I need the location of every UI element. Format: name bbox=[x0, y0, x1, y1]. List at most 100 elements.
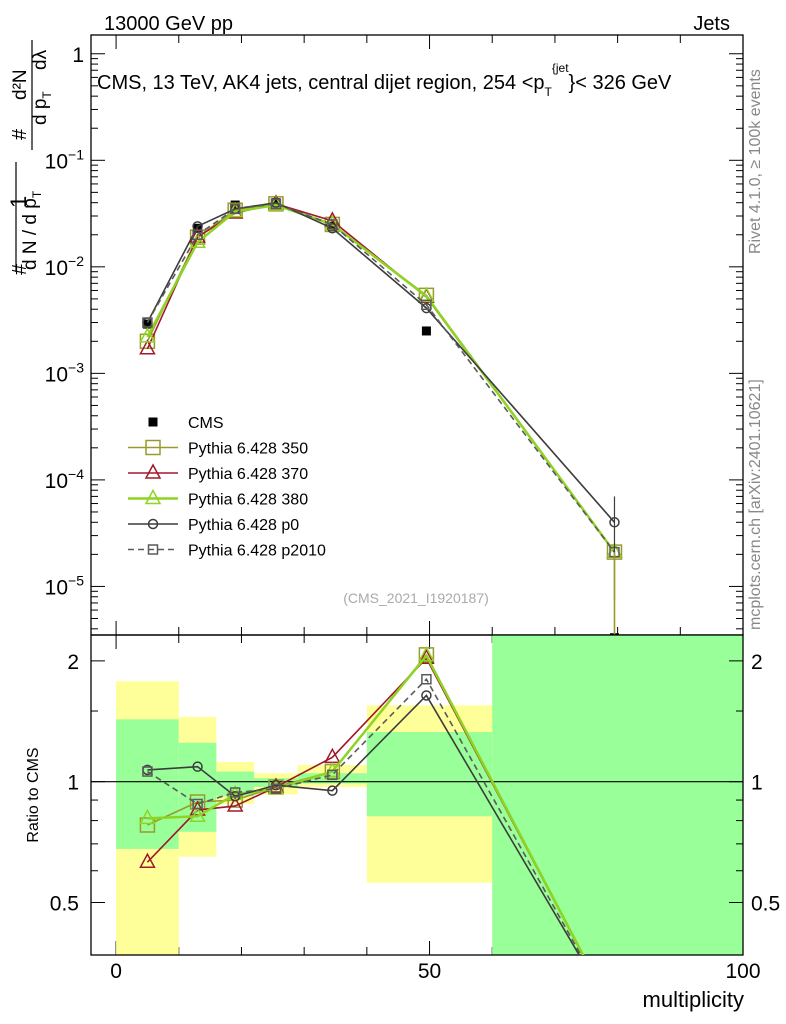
legend-label: Pythia 6.428 350 bbox=[188, 441, 308, 458]
ratio-point-3 bbox=[327, 785, 338, 796]
y-tick-base: 10 bbox=[45, 363, 68, 386]
main-plot: 110−110−210−310−410−5 bbox=[45, 34, 744, 955]
legend-marker bbox=[145, 439, 161, 456]
ratio-point-1 bbox=[139, 852, 156, 868]
svg-text:d pT: d pT bbox=[30, 91, 54, 125]
data-point-0 bbox=[421, 326, 431, 336]
ratio-point-1 bbox=[226, 796, 244, 812]
y-tick-label: 10−2 bbox=[45, 253, 85, 280]
ratio-y-tick-label-right: 0.5 bbox=[751, 893, 780, 916]
y-tick-base: 10 bbox=[45, 470, 68, 493]
ylabel-hash: # bbox=[9, 263, 31, 275]
header-right: Jets bbox=[693, 13, 730, 35]
ratio-point-1 bbox=[418, 648, 435, 665]
y-tick-base: 10 bbox=[45, 150, 68, 173]
band-green bbox=[116, 719, 179, 849]
ylabel-one: 1 bbox=[6, 196, 31, 208]
ylabel-dpt-sub: T bbox=[40, 91, 54, 99]
band-green bbox=[178, 742, 217, 832]
mcplots-label: mcplots.cern.ch [arXiv:2401.10621] bbox=[747, 379, 764, 630]
svg-text:1: 1 bbox=[6, 196, 31, 208]
ratio-point-2 bbox=[418, 646, 435, 662]
ratio-point-2 bbox=[189, 806, 206, 823]
data-point-5 bbox=[421, 299, 432, 311]
x-tick-label: 100 bbox=[725, 960, 760, 983]
y-tick-exp: −5 bbox=[68, 572, 84, 588]
y-tick-label: 10−5 bbox=[45, 572, 85, 599]
y-tick-exp: −1 bbox=[68, 146, 84, 162]
ratio-point-4 bbox=[229, 787, 241, 798]
x-tick-label: 50 bbox=[418, 960, 441, 983]
ylabel-hash-2: # bbox=[9, 128, 31, 140]
legend-label: Pythia 6.428 p2010 bbox=[188, 543, 326, 560]
band-green bbox=[254, 778, 298, 788]
title-post: }< 326 GeV bbox=[569, 72, 673, 94]
legend-marker bbox=[147, 518, 159, 530]
series-line-5 bbox=[146, 203, 616, 553]
band-green bbox=[366, 731, 493, 817]
ratio-point-4 bbox=[192, 798, 203, 810]
band-green bbox=[492, 635, 743, 955]
series-line-3 bbox=[146, 203, 616, 553]
data-point-2 bbox=[139, 339, 156, 355]
ratio-point-4 bbox=[142, 766, 153, 777]
y-tick-exp: −4 bbox=[68, 466, 84, 482]
ratio-point-4 bbox=[270, 783, 282, 795]
ratio-line-2 bbox=[147, 653, 585, 955]
ratio-plot: 0 50 100 2 2 1 1 0.5 0.5 bbox=[50, 634, 780, 983]
y-tick-label: 1 bbox=[72, 44, 84, 67]
data-point-5 bbox=[327, 219, 338, 230]
y-tick-label: 10−1 bbox=[45, 146, 85, 173]
legend-marker bbox=[148, 417, 158, 427]
y-tick-exp: −3 bbox=[68, 359, 84, 375]
title-pre: CMS, 13 TeV, AK4 jets, central dijet reg… bbox=[97, 72, 545, 94]
ratio-point-4 bbox=[421, 673, 432, 685]
ratio-point-2 bbox=[139, 808, 156, 825]
ylabel-den-sub: T bbox=[30, 190, 44, 198]
svg-text:d²N: d²N bbox=[10, 69, 31, 100]
data-point-5 bbox=[229, 203, 241, 215]
y-tick-label: 10−4 bbox=[45, 466, 85, 493]
ratio-y-tick-label: 0.5 bbox=[50, 893, 79, 916]
ratio-y-tick-label: 1 bbox=[67, 772, 79, 795]
ylabel-dlambda: dλ bbox=[30, 49, 51, 70]
ratio-y-tick-label-right: 2 bbox=[751, 651, 763, 674]
ratio-point-3 bbox=[421, 690, 432, 701]
y-tick-base: 10 bbox=[45, 576, 68, 599]
svg-text:d N / d pT: d N / d pT bbox=[20, 190, 44, 270]
rivet-label: Rivet 4.1.0, ≥ 100k events bbox=[747, 69, 764, 254]
x-axis-label: multiplicity bbox=[643, 987, 744, 1012]
series-line-4 bbox=[146, 201, 616, 523]
data-point-5 bbox=[142, 317, 153, 328]
ratio-y-tick-label-right: 1 bbox=[751, 772, 763, 795]
ratio-ylabel: Ratio to CMS bbox=[25, 747, 42, 842]
ylabel-dpt: d p bbox=[30, 99, 51, 125]
y-tick-base: 1 bbox=[72, 44, 84, 67]
ratio-y-tick-label: 2 bbox=[67, 651, 79, 674]
ratio-point-4 bbox=[327, 769, 338, 781]
data-point-0 bbox=[142, 319, 152, 329]
main-ylabel: # 1 d N / d pT # d²N d pT dλ bbox=[6, 40, 54, 275]
ratio-point-3 bbox=[192, 761, 203, 772]
header-left: 13000 GeV pp bbox=[104, 13, 233, 35]
svg-text:dλ: dλ bbox=[30, 49, 51, 70]
y-tick-base: 10 bbox=[45, 257, 68, 280]
ratio-line-3 bbox=[147, 694, 581, 955]
ratio-frame bbox=[90, 634, 744, 956]
legend-label: Pythia 6.428 370 bbox=[188, 466, 308, 483]
svg-text:#: # bbox=[9, 128, 31, 140]
data-point-3 bbox=[139, 327, 156, 343]
legend-label: Pythia 6.428 380 bbox=[188, 492, 308, 509]
ylabel-den: d N / d p bbox=[20, 198, 41, 270]
data-point-3 bbox=[418, 286, 435, 302]
x-tick-label: 0 bbox=[110, 960, 122, 983]
svg-text:#: # bbox=[9, 263, 31, 275]
data-point-5 bbox=[192, 229, 203, 241]
legend-marker bbox=[144, 463, 162, 479]
y-tick-label: 10−3 bbox=[45, 359, 85, 386]
title-sub: T bbox=[545, 85, 553, 99]
legend-label: Pythia 6.428 p0 bbox=[188, 517, 299, 534]
analysis-watermark: (CMS_2021_I1920187) bbox=[343, 590, 489, 606]
legend: CMS Pythia 6.428 350 Pythia 6.428 370 Pythi… bbox=[128, 415, 326, 560]
